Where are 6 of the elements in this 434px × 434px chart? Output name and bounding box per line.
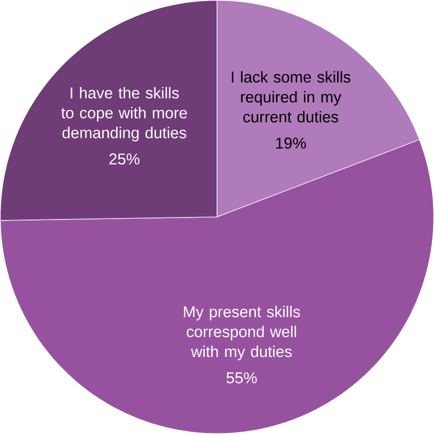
slice-label: My present skills correspond well with my duties — [184, 306, 300, 360]
slice-label: I lack some skills required in my current duties — [232, 71, 350, 123]
data-label: 19% — [276, 138, 306, 149]
data-label: 55% — [226, 372, 257, 384]
slice-label: I have the skills to cope with more demanding duties — [61, 87, 187, 142]
data-label: 25% — [109, 153, 140, 165]
